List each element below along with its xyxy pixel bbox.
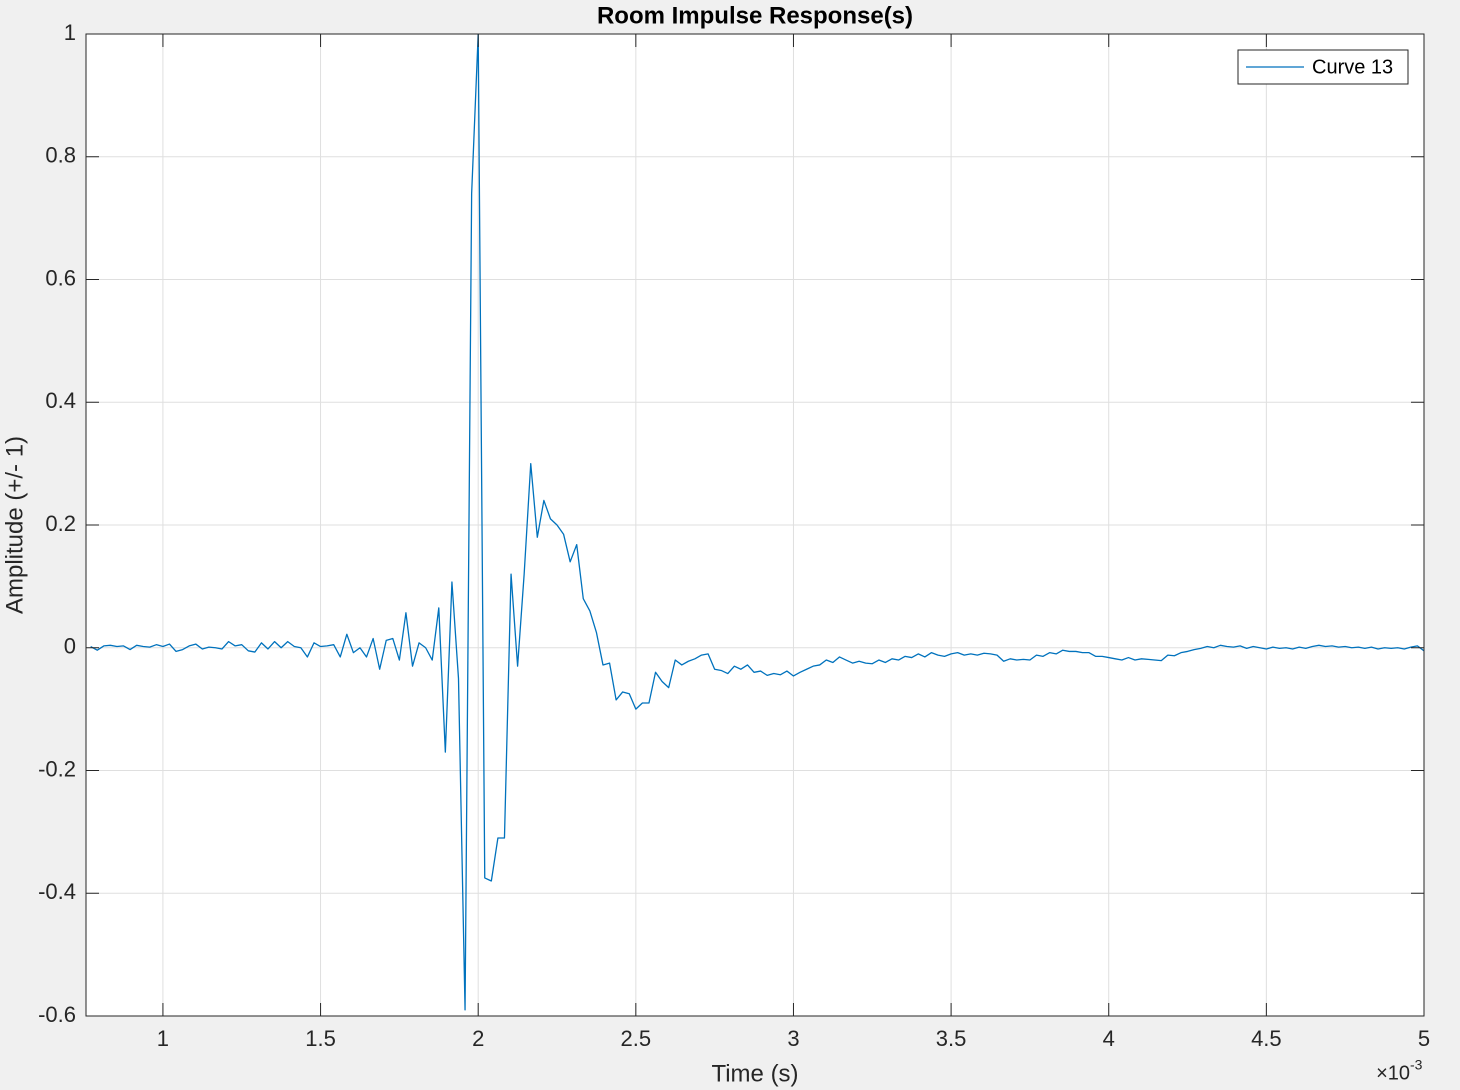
x-tick-label: 4 bbox=[1103, 1026, 1115, 1051]
x-tick-label: 2.5 bbox=[621, 1026, 652, 1051]
y-tick-label: 0.6 bbox=[45, 265, 76, 290]
chart-title: Room Impulse Response(s) bbox=[597, 2, 913, 29]
x-tick-label: 2 bbox=[472, 1026, 484, 1051]
y-tick-label: 0 bbox=[64, 634, 76, 659]
x-tick-label: 5 bbox=[1418, 1026, 1430, 1051]
x-tick-label: 1.5 bbox=[305, 1026, 336, 1051]
legend-label: Curve 13 bbox=[1312, 56, 1393, 78]
y-tick-label: -0.4 bbox=[38, 879, 76, 904]
y-tick-label: 1 bbox=[64, 20, 76, 45]
x-tick-label: 3.5 bbox=[936, 1026, 967, 1051]
x-multiplier: ×10 bbox=[1376, 1062, 1410, 1084]
y-tick-label: 0.4 bbox=[45, 388, 76, 413]
y-tick-label: -0.6 bbox=[38, 1002, 76, 1027]
y-tick-label: 0.8 bbox=[45, 143, 76, 168]
x-axis-label: Time (s) bbox=[711, 1060, 798, 1087]
y-tick-label: 0.2 bbox=[45, 511, 76, 536]
x-multiplier-exponent: -3 bbox=[1410, 1057, 1423, 1073]
data-line bbox=[90, 34, 1424, 1011]
y-tick-label: -0.2 bbox=[38, 756, 76, 781]
x-tick-label: 1 bbox=[157, 1026, 169, 1051]
x-tick-label: 3 bbox=[787, 1026, 799, 1051]
x-tick-label: 4.5 bbox=[1251, 1026, 1282, 1051]
y-axis-label: Amplitude (+/- 1) bbox=[1, 436, 28, 614]
